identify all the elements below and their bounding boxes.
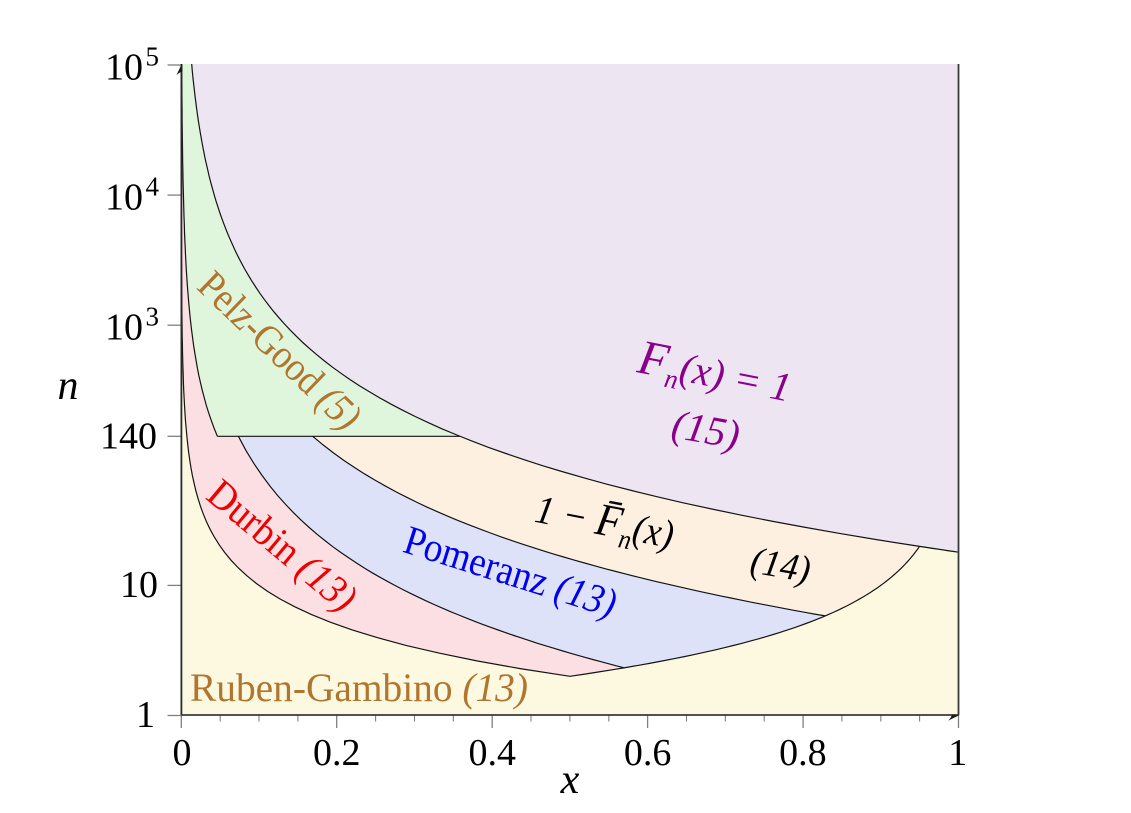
svg-text:10: 10 [105, 307, 143, 349]
svg-text:0: 0 [173, 732, 192, 774]
svg-text:1: 1 [948, 732, 967, 774]
svg-text:Ruben-Gambino (13): Ruben-Gambino (13) [190, 665, 528, 710]
svg-text:5: 5 [146, 42, 160, 72]
svg-text:(14): (14) [747, 540, 813, 592]
svg-text:1: 1 [136, 694, 155, 736]
svg-text:0.4: 0.4 [468, 732, 516, 774]
svg-text:0.2: 0.2 [313, 732, 361, 774]
svg-text:10: 10 [105, 177, 143, 219]
svg-text:140: 140 [100, 416, 157, 458]
svg-text:3: 3 [146, 302, 160, 332]
svg-text:10: 10 [120, 564, 158, 606]
svg-text:4: 4 [146, 172, 160, 202]
svg-text:n: n [58, 363, 79, 409]
svg-text:10: 10 [105, 47, 143, 89]
svg-text:1 − F̄n(x): 1 − F̄n(x) [531, 481, 679, 563]
svg-text:0.6: 0.6 [624, 732, 672, 774]
svg-text:0.8: 0.8 [779, 732, 827, 774]
svg-text:x: x [560, 757, 580, 803]
